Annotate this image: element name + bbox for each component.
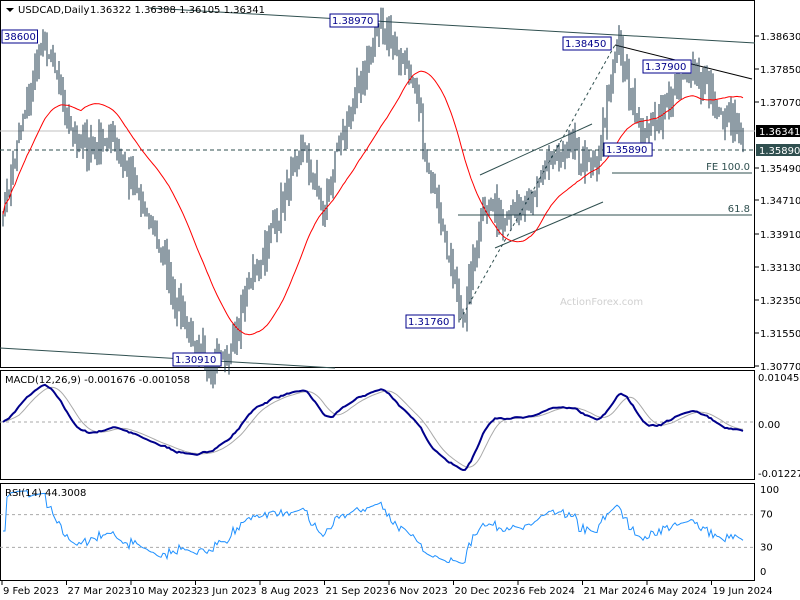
date-axis-label: 6 Nov 2023 [390,586,448,597]
long-term-resistance-trendline [149,7,756,44]
rsi-line [3,490,744,564]
fe-100-label: FE 100.0 [706,162,750,173]
price-annotation-box [329,13,379,28]
date-axis-label: 8 Aug 2023 [261,586,319,597]
date-axis-label: 9 Feb 2023 [3,586,59,597]
price-annotation-box [603,142,653,157]
watermark: ActionForex.com [560,297,643,308]
price-axis-label: 1.32350 [760,296,800,307]
price-annotation-label: 1.35890 [606,145,647,156]
rsi-axis-label: 30 [760,542,773,553]
macd-label: MACD(12,26,9) -0.001676 -0.001058 [5,375,190,386]
date-axis-label: 6 Feb 2024 [519,586,575,597]
price-axis-label: 1.38630 [760,32,800,43]
price-axis-label: 1.35490 [760,164,800,175]
price-axis-label: 1.37850 [760,65,800,76]
macd-panel-frame [0,370,755,480]
date-axis-label: 27 Mar 2023 [68,586,131,597]
price-annotation-box [1,29,38,44]
date-axis-label: 19 Jun 2024 [713,586,773,597]
price-axis-label: 1.34710 [760,196,800,207]
date-axis-label: 20 Dec 2023 [455,586,519,597]
macd-axis-label: 0.00 [758,420,780,431]
macd-axis-label: -0.012276 [758,469,800,480]
macd-line [2,383,744,472]
price-annotation-label: 1.31760 [408,317,449,328]
price-axis-label: 1.33130 [760,263,800,274]
price-annotation-box [405,314,455,329]
price-annotation-label: 1.30910 [175,355,216,366]
long-term-support-trendline [0,347,336,369]
price-axis-label: 1.33910 [760,230,800,241]
date-axis-label: 21 Mar 2024 [584,586,647,597]
current-price-box [756,125,800,137]
date-axis-label: 6 May 2024 [648,586,707,597]
price-annotation-box [642,59,692,74]
price-annotation-label: 1.37900 [645,62,686,73]
rsi-panel-frame [0,483,755,581]
price-annotation-box [172,352,222,367]
price-axis-label: 1.37070 [760,98,800,109]
price-axis-label: 1.30770 [760,362,800,373]
macd-signal-line [2,386,744,468]
price-axis-label: 1.31550 [760,329,800,340]
date-axis-label: 10 May 2023 [132,586,197,597]
price-panel-frame [0,0,755,368]
macd-axis-label: 0.010457 [758,373,800,384]
level-price-box [756,144,800,156]
date-axis-label: 21 Sep 2023 [326,586,389,597]
rsi-axis-label: 70 [760,510,773,521]
fe-61-8-label: 61.8 [728,204,750,215]
rsi-axis-label: 100 [760,485,779,496]
channel-lower-line [494,201,604,249]
price-annotation-label: 1.38450 [565,39,606,50]
price-annotation-label: 38600 [4,32,36,43]
ohlc-label: 1.36322 1.36388 1.36105 1.36341 [90,5,265,16]
price-annotation-box [562,36,612,51]
rsi-axis-label: 0 [760,567,766,578]
current-price-label: 1.36341 [759,127,800,138]
collapse-triangle-icon[interactable] [6,8,14,12]
symbol-label: USDCAD,Daily [18,5,89,16]
date-axis-label: 23 Jun 2023 [197,586,257,597]
level-price-label: 1.35890 [759,146,800,157]
price-annotation-label: 1.38970 [332,16,373,27]
rsi-label: RSI(14) 44.3008 [5,488,86,499]
moving-average-line [2,70,744,336]
